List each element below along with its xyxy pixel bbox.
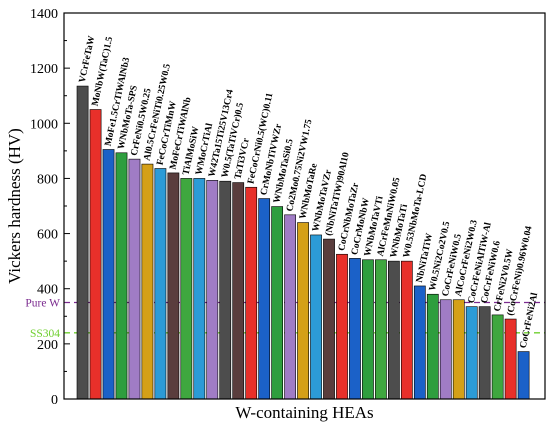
bar	[258, 198, 271, 400]
y-tick-label: 1000	[30, 117, 58, 132]
bar	[206, 180, 219, 400]
bar	[180, 178, 193, 400]
bar	[362, 259, 374, 400]
bar	[245, 186, 258, 400]
bar	[154, 168, 167, 400]
bar	[349, 258, 361, 400]
y-tick-label: 800	[37, 172, 58, 187]
bar	[478, 306, 491, 400]
y-axis-title: Vickers hardness (HV)	[5, 128, 24, 284]
y-tick-label: 400	[37, 283, 58, 298]
bar	[465, 306, 478, 400]
bar	[232, 182, 245, 400]
reference-line-label: SS304	[30, 328, 60, 340]
bar	[193, 178, 206, 400]
bars	[76, 85, 530, 400]
bar	[219, 180, 232, 400]
bar	[323, 238, 335, 400]
y-tick-label: 1400	[30, 7, 58, 22]
y-tick-label: 1200	[30, 62, 58, 77]
bar	[400, 260, 413, 400]
bar	[271, 206, 284, 400]
bar	[439, 299, 452, 400]
bar	[491, 314, 504, 400]
y-tick-label: 200	[37, 338, 58, 353]
bar	[387, 260, 400, 400]
bar	[413, 285, 426, 400]
reference-line-label: Pure W	[25, 298, 60, 310]
bar	[517, 351, 530, 400]
bar	[426, 293, 439, 400]
bar-label: CoCrFeNi2Al	[519, 292, 541, 350]
y-tick-label: 600	[37, 228, 58, 243]
bar-label: VCrFeTaW	[78, 34, 98, 83]
bar	[310, 234, 322, 400]
bar	[167, 172, 180, 400]
bar	[284, 214, 296, 400]
bar	[452, 299, 465, 400]
bar	[141, 163, 154, 400]
x-axis-title: W-containing HEAs	[235, 403, 373, 422]
bar	[128, 158, 141, 400]
bar	[297, 222, 309, 400]
bar	[336, 253, 348, 400]
y-tick-label: 0	[51, 393, 58, 408]
bar	[76, 85, 89, 400]
bar-labels: VCrFeTaWMoNbW(TaC)1.5MoFe1.5CrTiWAlNb3WN…	[78, 34, 541, 349]
bar	[102, 149, 115, 400]
bar	[115, 152, 128, 400]
bar	[89, 109, 102, 400]
y-axis: 0 200 400 600 800 1000 1200 1400	[30, 7, 70, 408]
bar	[375, 259, 387, 400]
bar	[504, 318, 517, 400]
